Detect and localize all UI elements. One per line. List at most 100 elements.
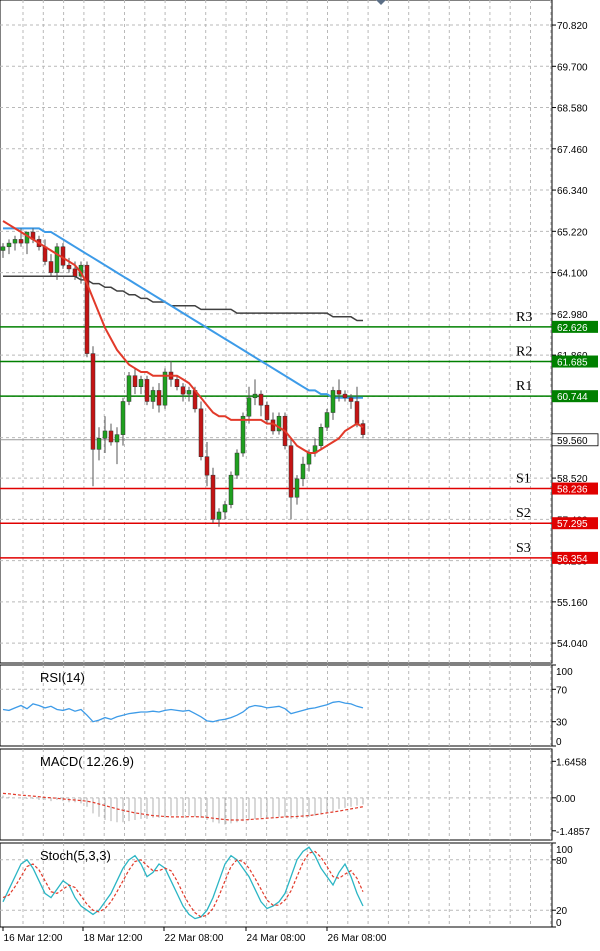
level-price-tag [552,320,598,333]
x-tick-label: 16 Mar 12:00 [4,933,63,944]
candle-body [6,242,12,248]
candle-body [156,390,162,406]
candle-body [102,430,108,439]
panel-title: MACD( 12.26.9) [40,754,134,769]
level-label-r1: R1 [516,379,532,394]
ma-blue-line [3,227,363,399]
y-tick-label: 30 [556,718,568,729]
candle-body [114,434,120,443]
candle-body [0,246,6,251]
level-price-value: 61.685 [557,358,588,369]
y-tick-label: 70.820 [557,21,588,32]
candle-body [276,415,282,432]
candle-body [90,353,96,450]
y-tick-label: 66.340 [557,186,588,197]
candle-body [240,415,246,454]
candle-body [54,246,60,273]
panel-frame [0,748,553,841]
candle-body [324,412,330,428]
panel-frame [0,664,553,747]
y-tick-label: 20 [556,906,568,917]
candle-body [120,401,126,435]
y-tick-label: 55.160 [557,598,588,609]
y-tick-label: 100 [556,667,573,678]
ma-dark-line [3,275,363,322]
candle-body [180,386,186,395]
current-price-value: 59.560 [557,436,588,447]
candle-body [306,452,312,465]
candle-body [96,438,102,450]
y-tick-label: 62.980 [557,310,588,321]
level-price-value: 62.626 [557,323,588,334]
panel-title: Stoch(5,3,3) [40,848,111,863]
scroll-marker-icon [376,0,386,5]
candle-body [186,390,192,395]
candle-body [72,268,78,277]
time-axis: 16 Mar 12:00 18 Mar 12:00 22 Mar 08:00 24 M… [2,927,387,944]
candle-body [48,261,54,273]
candle-body [126,375,132,402]
candle-body [84,264,90,354]
y-tick-label: 68.580 [557,104,588,115]
level-price-tag [552,517,598,530]
candle-body [228,474,234,505]
candle-body [330,390,336,413]
y-tick-label: 80 [556,856,568,867]
y-tick-label: 69.700 [557,62,588,73]
candle-body [18,239,24,244]
rsi-panel: 100 70 30 0 RSI(14) [0,664,573,748]
panel-frame [0,0,553,664]
y-tick-label: 70 [556,685,568,696]
candle-body [300,463,306,480]
y-tick-label: 64.100 [557,269,588,280]
candle-body [132,375,138,388]
candle-body [246,397,252,417]
level-price-tag [552,482,598,495]
price-panel: 70.820 69.700 68.580 67.460 66.340 65.220 64.1… [0,0,599,664]
y-tick-label: 58.520 [557,474,588,485]
candle-body [216,511,222,520]
candle-body [234,452,240,476]
candle-body [348,397,354,402]
level-label-s3: S3 [516,541,531,556]
x-tick-label: 24 Mar 08:00 [247,933,306,944]
rsi-line [2,700,364,723]
candle-body [294,478,300,498]
candle-body [264,404,270,421]
y-tick-label: 100 [556,845,573,856]
candle-body [138,379,144,387]
y-tick-label: 0 [556,918,562,929]
candle-body [210,474,216,520]
x-tick-label: 26 Mar 08:00 [328,933,387,944]
candle-body [42,246,48,262]
x-tick-label: 22 Mar 08:00 [165,933,224,944]
level-price-value: 60.744 [557,392,588,403]
y-tick-label: 67.460 [557,145,588,156]
level-price-value: 56.354 [557,554,588,565]
y-tick-label: 65.220 [557,227,588,238]
candle-body [150,390,156,402]
macd-signal-line [2,792,364,821]
panel-title: RSI(14) [40,670,85,685]
level-price-value: 57.295 [557,519,588,530]
candle-body [12,239,18,244]
ma-red-line [2,220,364,454]
candle-body [360,423,366,435]
stoch-main-line [2,846,364,920]
x-tick-label: 18 Mar 12:00 [84,933,143,944]
candle-body [198,408,204,457]
y-tick-label: 54.040 [557,639,588,650]
level-price-tag [552,551,598,564]
level-price-value: 58.236 [557,485,588,496]
stoch-signal-line [2,850,364,918]
current-price-tag [551,433,599,447]
level-label-r3: R3 [516,310,532,325]
candle-body [336,390,342,395]
candle-body [222,504,228,513]
level-label-s1: S1 [516,472,531,487]
level-price-tag [552,355,598,368]
candle-body [144,379,150,402]
y-tick-label: -1.4857 [556,827,590,838]
